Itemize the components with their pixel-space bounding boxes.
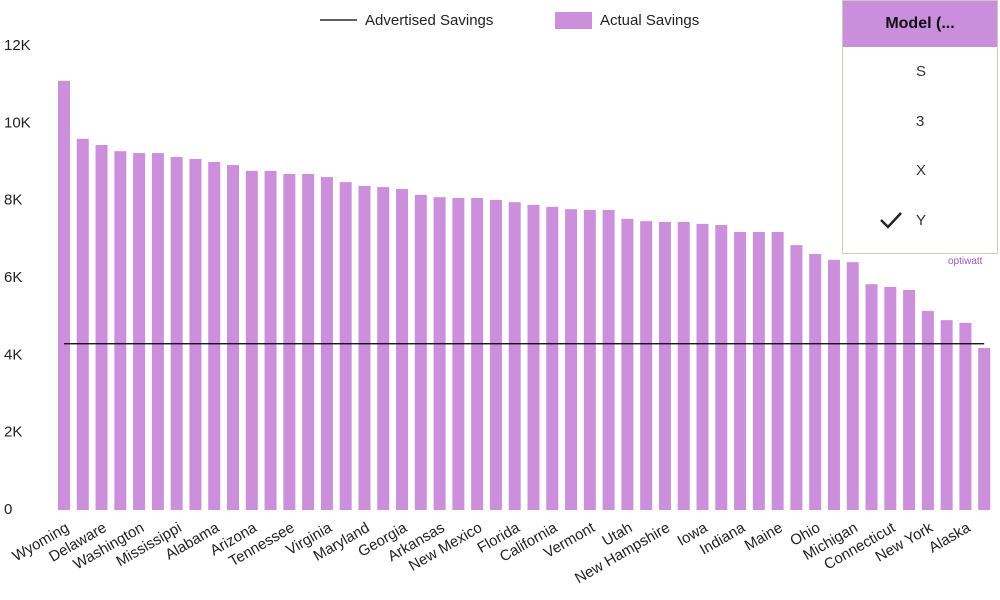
bar: [978, 347, 991, 510]
filter-option[interactable]: 3: [843, 97, 997, 147]
bar: [452, 197, 465, 510]
bar: [151, 153, 164, 510]
bar: [114, 151, 127, 510]
bar: [57, 80, 70, 511]
filter-option[interactable]: Y: [843, 196, 997, 246]
bar: [283, 173, 296, 510]
bar: [640, 221, 653, 510]
bar: [771, 231, 784, 510]
logo: optiwatt: [948, 256, 983, 267]
bar: [846, 262, 859, 510]
bar: [414, 194, 427, 510]
bar: [339, 182, 352, 510]
option-label: 3: [916, 112, 925, 130]
bar: [302, 173, 315, 510]
bar: [940, 320, 953, 510]
bar: [583, 209, 596, 511]
bar: [208, 162, 221, 510]
bar: [245, 170, 258, 511]
bar: [903, 289, 916, 510]
option-label: S: [916, 63, 927, 80]
bar: [959, 322, 972, 510]
bar: [602, 209, 615, 511]
legend-swatch: [555, 12, 592, 29]
legend-label: Advertised Savings: [365, 12, 493, 29]
bar: [827, 259, 840, 510]
option-label: Y: [916, 211, 927, 229]
bar: [696, 223, 709, 510]
x-tick-label: Maine: [742, 519, 786, 554]
bar: [358, 185, 371, 510]
bar: [734, 231, 747, 510]
bar: [508, 202, 521, 511]
bar: [170, 156, 183, 510]
bar: [884, 286, 897, 510]
bar: [133, 153, 146, 510]
bar: [565, 209, 578, 510]
check-icon: [880, 211, 902, 229]
bar: [921, 310, 934, 510]
bar: [471, 197, 484, 510]
bar: [621, 218, 634, 510]
y-tick-label: 10K: [4, 114, 31, 131]
filter-title[interactable]: Model (...: [843, 1, 997, 47]
y-tick-label: 6K: [4, 269, 22, 286]
y-tick-label: 12K: [4, 37, 31, 54]
bar: [377, 187, 390, 510]
bar: [658, 221, 671, 510]
bar: [264, 170, 277, 511]
bar: [715, 225, 728, 510]
bar: [677, 221, 690, 510]
bar: [809, 254, 822, 510]
y-tick-label: 2K: [4, 424, 22, 441]
bar: [227, 165, 240, 511]
legend-label: Actual Savings: [600, 12, 699, 29]
option-label: X: [916, 162, 927, 179]
y-tick-label: 4K: [4, 346, 22, 363]
bar: [396, 189, 409, 511]
bar: [790, 245, 803, 510]
filter-panel: Model (... S 3 X Y: [842, 0, 998, 254]
bar: [865, 284, 878, 510]
x-tick-label: Alaska: [926, 519, 974, 557]
bar: [189, 158, 202, 510]
bar: [433, 197, 446, 511]
bar: [95, 144, 108, 510]
filter-option[interactable]: X: [843, 146, 997, 196]
bar: [752, 231, 765, 510]
y-tick-label: 0: [4, 501, 12, 518]
filter-option[interactable]: S: [843, 47, 997, 97]
y-tick-label: 8K: [4, 192, 22, 209]
bar: [76, 138, 89, 511]
bar: [546, 206, 559, 510]
bar: [489, 199, 502, 511]
bar: [527, 204, 540, 511]
filter-options: S 3 X Y: [843, 47, 997, 245]
